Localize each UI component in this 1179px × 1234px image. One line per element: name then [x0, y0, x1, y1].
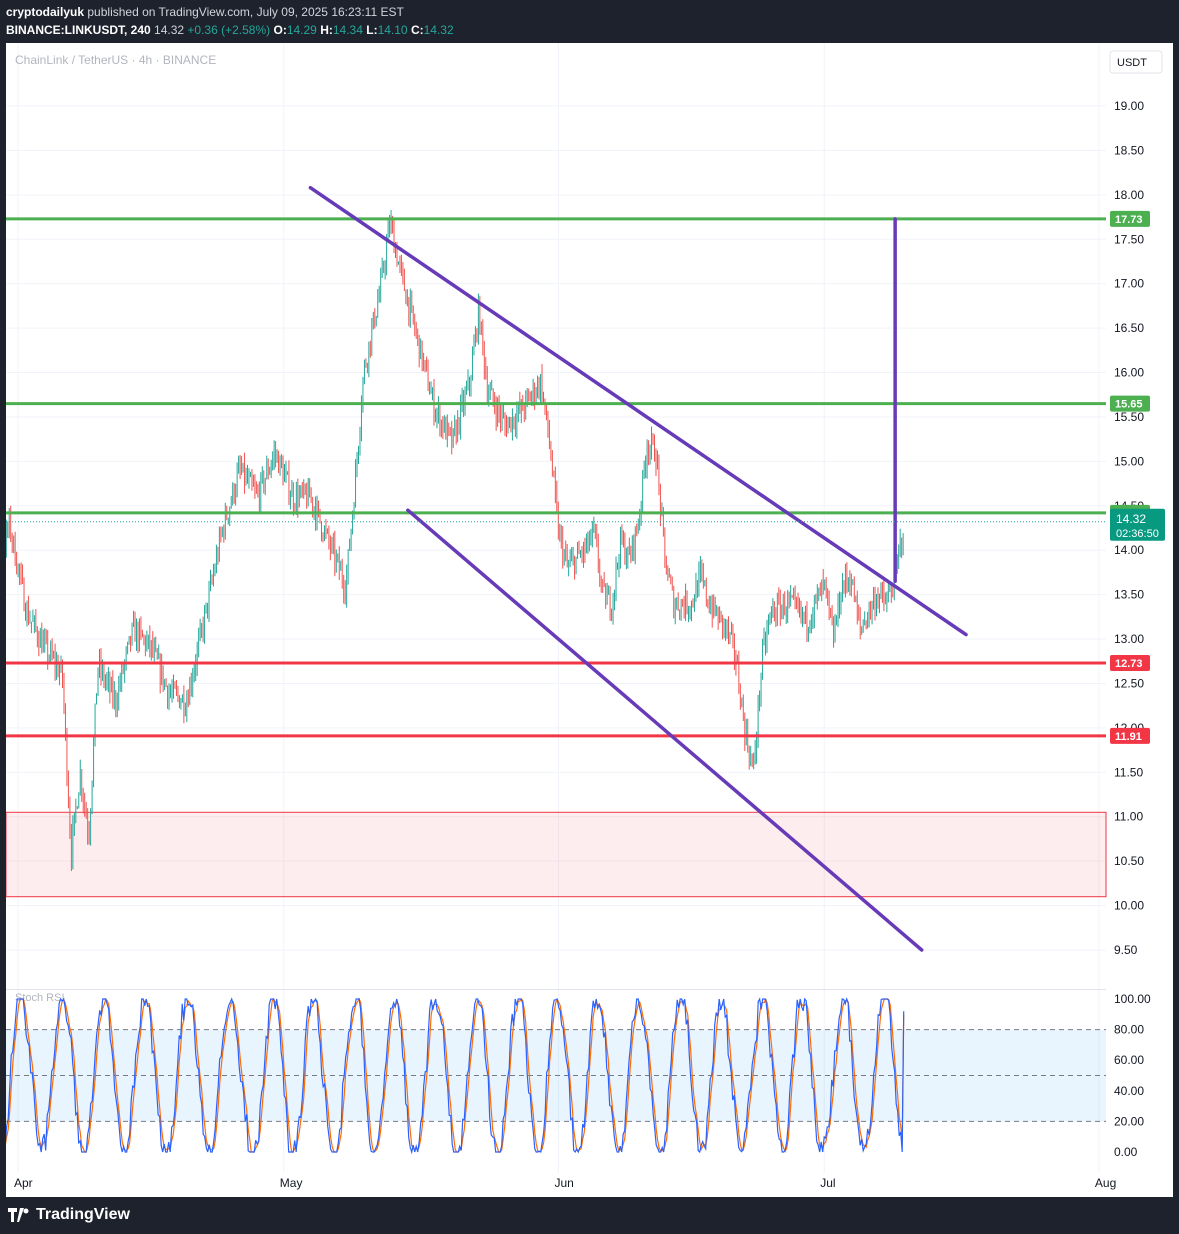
- stoch-guides: [6, 1029, 1106, 1122]
- price-tick-label: 15.00: [1114, 454, 1144, 468]
- publish-info: cryptodailyuk published on TradingView.c…: [6, 5, 404, 19]
- stoch-tick-label: 20.00: [1114, 1114, 1144, 1128]
- tradingview-icon: [8, 1208, 29, 1222]
- level-tag-label: 15.65: [1115, 399, 1143, 411]
- price-tick-label: 16.00: [1114, 366, 1144, 380]
- open-value: 14.29: [286, 23, 317, 37]
- chart-svg[interactable]: ChainLink / TetherUS · 4h · BINANCE USDT…: [0, 43, 1173, 1197]
- price-tick-label: 15.50: [1114, 410, 1144, 424]
- currency-button[interactable]: USDT: [1109, 50, 1163, 74]
- price-tick-label: 19.00: [1114, 99, 1144, 113]
- time-tick-label: May: [280, 1176, 303, 1190]
- time-axis[interactable]: Apr May Jun Jul Aug: [14, 1176, 1116, 1190]
- price-tick-label: 17.00: [1114, 277, 1144, 291]
- chart-panel[interactable]: ChainLink / TetherUS · 4h · BINANCE USDT…: [0, 43, 1173, 1197]
- level-tag-label: 17.73: [1115, 214, 1143, 226]
- stoch-tick-label: 80.00: [1114, 1023, 1144, 1037]
- indicator-label: Stoch RSI: [15, 992, 65, 1004]
- level-tag-bg: [1110, 395, 1150, 412]
- header-bar: cryptodailyuk published on TradingView.c…: [0, 0, 1179, 42]
- current-price-tag: 14.32 02:36:50: [1110, 508, 1165, 541]
- time-tick-label: Apr: [14, 1176, 33, 1190]
- level-tag-bg: [1110, 210, 1150, 227]
- stoch-axis[interactable]: 100.00 80.00 60.00 40.00 20.00 0.00: [1114, 992, 1151, 1159]
- price-tick-label: 13.00: [1114, 632, 1144, 646]
- stoch-tick-label: 60.00: [1114, 1053, 1144, 1067]
- price-tick-label: 17.50: [1114, 232, 1144, 246]
- price-tick-label: 14.00: [1114, 543, 1144, 557]
- current-price-value: 14.32: [1116, 512, 1146, 526]
- level-tag-label: 11.91: [1115, 731, 1142, 743]
- last-price: 14.32: [154, 23, 185, 37]
- high-label: H:: [320, 23, 333, 37]
- level-tag-bg: [1110, 727, 1150, 744]
- trendline-upper[interactable]: [308, 185, 968, 637]
- stoch-tick-label: 0.00: [1114, 1145, 1138, 1159]
- countdown-value: 02:36:50: [1116, 528, 1159, 540]
- price-tick-label: 9.50: [1114, 943, 1138, 957]
- stoch-tick-label: 100.00: [1114, 992, 1151, 1006]
- time-tick-label: Aug: [1095, 1176, 1116, 1190]
- publisher-name[interactable]: cryptodailyuk: [6, 5, 85, 19]
- high-value: 14.34: [332, 23, 363, 37]
- price-tick-label: 18.50: [1114, 143, 1144, 157]
- symbol-label: BINANCE:LINKUSDT, 240: [6, 23, 151, 37]
- close-value: 14.32: [423, 23, 454, 37]
- currency-label: USDT: [1117, 57, 1147, 69]
- price-tick-label: 16.50: [1114, 321, 1144, 335]
- tradingview-logo[interactable]: TradingView: [8, 1206, 130, 1224]
- stoch-d-line: [0, 997, 905, 1153]
- published-text: published on TradingView.com, July 09, 2…: [87, 5, 404, 19]
- close-label: C:: [410, 23, 424, 37]
- price-tick-label: 10.00: [1114, 899, 1144, 913]
- pane-separator[interactable]: [6, 989, 1106, 990]
- brand-label: TradingView: [36, 1206, 130, 1223]
- trendline-lower[interactable]: [406, 508, 924, 952]
- price-tick-label: 10.50: [1114, 854, 1144, 868]
- symbol-info: BINANCE:LINKUSDT, 240 14.32 +0.36 (+2.58…: [6, 23, 454, 37]
- low-label: L:: [366, 23, 378, 37]
- price-tick-label: 18.00: [1114, 188, 1144, 202]
- trendlines: [308, 185, 968, 952]
- demand-zone: [5, 811, 1107, 898]
- footer-bar: TradingView: [0, 1198, 1179, 1234]
- level-tag-label: 12.73: [1115, 658, 1143, 670]
- price-change: +0.36 (+2.58%): [187, 23, 271, 37]
- time-tick-label: Jul: [820, 1176, 835, 1190]
- open-label: O:: [273, 23, 287, 37]
- level-tag-bg: [1110, 655, 1150, 672]
- chart-legend: ChainLink / TetherUS · 4h · BINANCE: [15, 53, 216, 67]
- price-tick-label: 13.50: [1114, 588, 1144, 602]
- time-tick-label: Jun: [554, 1176, 573, 1190]
- candles: [0, 209, 904, 872]
- stoch-k-line: [0, 997, 905, 1155]
- low-value: 14.10: [377, 23, 408, 37]
- price-tick-label: 11.00: [1114, 810, 1143, 824]
- stoch-tick-label: 40.00: [1114, 1084, 1144, 1098]
- price-tick-label: 12.50: [1114, 676, 1144, 690]
- price-tick-label: 11.50: [1114, 765, 1143, 779]
- level-lines: [6, 217, 1106, 738]
